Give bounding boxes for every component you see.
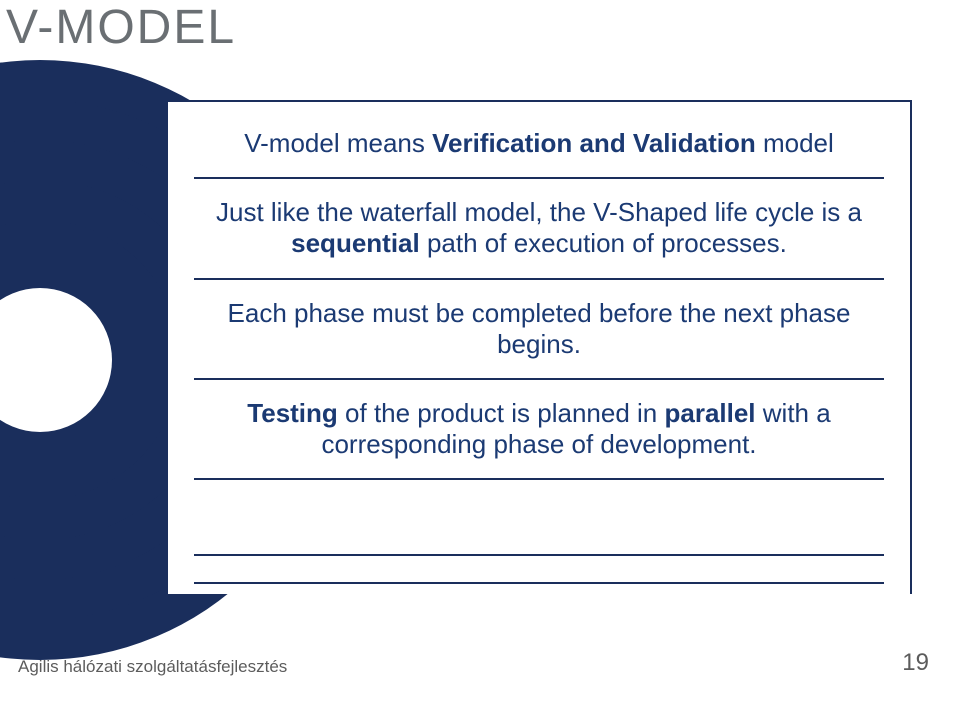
content-box: V-model means Verification and Validatio…: [166, 100, 912, 594]
paragraph-list: V-model means Verification and Validatio…: [194, 120, 884, 480]
paragraph: Testing of the product is planned in par…: [194, 380, 884, 480]
paragraph: Each phase must be completed before the …: [194, 280, 884, 380]
rule-line: [194, 528, 884, 556]
rule-block: [194, 480, 884, 594]
slide-title: V-Model: [6, 0, 236, 55]
paragraph: V-model means Verification and Validatio…: [194, 120, 884, 179]
page-number: 19: [902, 649, 929, 677]
footer-left: Agilis hálózati szolgáltatásfejlesztés: [18, 657, 287, 677]
paragraph: Just like the waterfall model, the V-Sha…: [194, 179, 884, 279]
rule-line: [194, 556, 884, 584]
rule-line: [194, 584, 884, 594]
